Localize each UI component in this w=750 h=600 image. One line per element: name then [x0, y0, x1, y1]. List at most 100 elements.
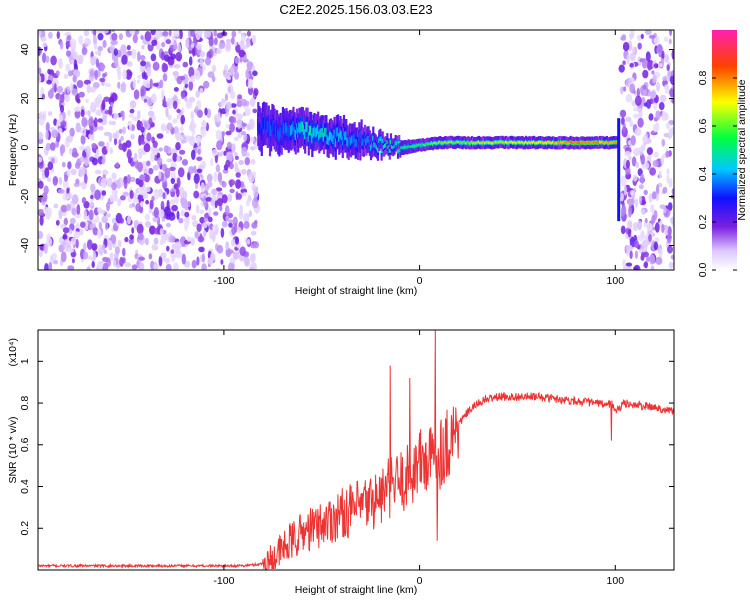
noise-speckle: [234, 155, 239, 160]
noise-speckle: [179, 149, 186, 155]
noise-speckle: [63, 94, 68, 99]
noise-speckle: [163, 206, 171, 217]
noise-speckle: [157, 157, 163, 166]
noise-speckle: [122, 247, 126, 257]
signal-segment: [593, 141, 596, 144]
signal-segment: [503, 141, 506, 145]
signal-segment: [319, 129, 322, 139]
noise-speckle: [146, 132, 152, 142]
noise-speckle: [76, 80, 84, 88]
signal-segment: [468, 142, 471, 145]
signal-segment: [441, 142, 444, 145]
noise-speckle: [666, 168, 670, 175]
noise-speckle: [199, 209, 205, 214]
noise-speckle: [193, 190, 200, 199]
noise-speckle: [62, 227, 70, 234]
noise-speckle: [670, 254, 674, 260]
noise-speckle: [192, 220, 199, 228]
noise-speckle: [92, 227, 99, 236]
noise-speckle: [170, 249, 175, 254]
noise-speckle: [129, 234, 134, 240]
noise-speckle: [642, 135, 648, 144]
noise-speckle: [40, 36, 47, 42]
noise-speckle: [145, 221, 152, 228]
noise-speckle: [103, 96, 110, 102]
noise-speckle: [128, 114, 134, 118]
noise-speckle: [214, 200, 218, 209]
noise-speckle: [203, 80, 210, 89]
y-tick-label: -20: [19, 189, 31, 204]
noise-speckle: [90, 204, 95, 209]
noise-speckle: [59, 120, 67, 128]
signal-segment: [563, 141, 566, 144]
noise-speckle: [148, 253, 153, 260]
signal-segment: [357, 140, 360, 149]
noise-speckle: [187, 201, 191, 208]
signal-segment: [493, 141, 496, 145]
signal-segment: [602, 141, 605, 144]
noise-speckle: [71, 42, 75, 50]
signal-segment: [405, 145, 408, 149]
signal-segment: [597, 141, 600, 144]
noise-speckle: [98, 141, 105, 147]
noise-speckle: [212, 224, 219, 231]
noise-speckle: [144, 237, 149, 246]
noise-speckle: [667, 202, 673, 211]
noise-speckle: [234, 70, 239, 80]
signal-segment: [529, 141, 532, 145]
noise-speckle: [97, 118, 103, 123]
noise-speckle: [72, 75, 77, 83]
spectrogram-panel: -100 0 100 -40 -20 0 20 40 Height of straight l…: [7, 29, 675, 297]
noise-speckle: [626, 159, 630, 169]
noise-speckle: [106, 141, 110, 152]
noise-speckle: [38, 131, 44, 140]
noise-speckle: [165, 222, 171, 228]
noise-speckle: [622, 60, 626, 65]
signal-segment: [274, 126, 277, 137]
noise-speckle: [58, 177, 63, 185]
signal-segment: [263, 117, 266, 129]
signal-segment: [495, 141, 498, 144]
signal-segment: [500, 140, 503, 143]
noise-speckle: [102, 262, 109, 270]
noise-speckle: [136, 51, 141, 62]
signal-segment: [304, 129, 307, 140]
noise-speckle: [161, 41, 166, 48]
colorbar-tick-label: 0.2: [697, 215, 709, 230]
signal-segment: [386, 140, 389, 145]
noise-speckle: [67, 161, 72, 170]
noise-speckle: [140, 60, 147, 67]
noise-speckle: [118, 33, 123, 41]
noise-speckle: [90, 194, 94, 200]
y-tick-label: -40: [19, 238, 31, 253]
noise-speckle: [669, 30, 673, 37]
signal-segment: [422, 143, 425, 147]
noise-speckle: [126, 45, 131, 51]
noise-speckle: [227, 193, 233, 202]
noise-speckle: [126, 174, 131, 185]
signal-segment: [604, 141, 607, 144]
noise-speckle: [109, 147, 113, 155]
colorbar: 0.0 0.2 0.4 0.6 0.8 Normalized spectral ampl…: [697, 30, 748, 277]
noise-speckle: [236, 117, 243, 129]
signal-segment: [537, 141, 540, 144]
signal-segment: [517, 141, 520, 144]
noise-speckle: [253, 88, 259, 97]
noise-speckle: [89, 69, 94, 77]
noise-speckle: [169, 166, 176, 172]
noise-speckle: [642, 89, 647, 97]
noise-speckle: [226, 151, 233, 163]
signal-segment: [362, 139, 365, 147]
signal-segment: [536, 141, 539, 145]
noise-speckle: [232, 117, 237, 124]
noise-speckle: [78, 145, 86, 151]
noise-speckle: [641, 58, 648, 69]
noise-speckle: [620, 206, 625, 218]
signal-segment: [292, 121, 295, 132]
noise-speckle: [652, 123, 659, 133]
noise-speckle: [72, 69, 79, 76]
noise-speckle: [82, 251, 89, 260]
noise-speckle: [216, 140, 223, 151]
noise-speckle: [97, 33, 104, 41]
noise-speckle: [120, 135, 124, 141]
